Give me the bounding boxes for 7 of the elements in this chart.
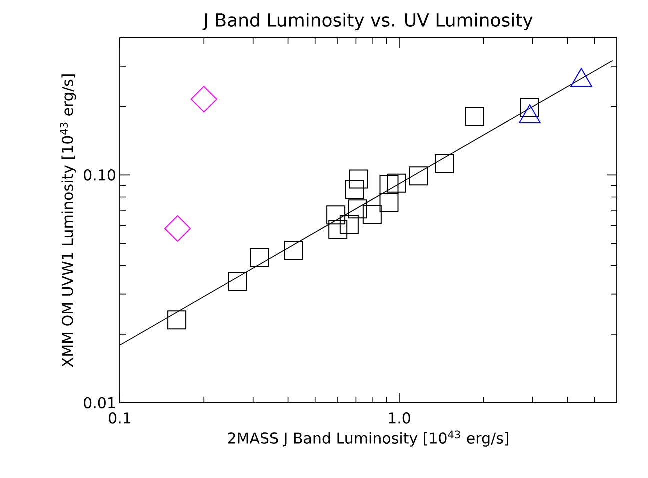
x-axis-title: 2MASS J Band Luminosity [10$^{43}$ erg/s]: [228, 430, 508, 447]
y-tick-label: 0.01: [84, 397, 116, 409]
y-tick-label: 0.10: [84, 169, 116, 181]
y-axis-title: XMM OM UVW1 Luminosity [10$^{43}$ erg/s]: [60, 74, 76, 368]
x-tick-label: 1.0: [389, 412, 410, 424]
x-tick-label: 0.1: [109, 412, 131, 424]
chart-title: J Band Luminosity vs. UV Luminosity: [202, 13, 533, 30]
